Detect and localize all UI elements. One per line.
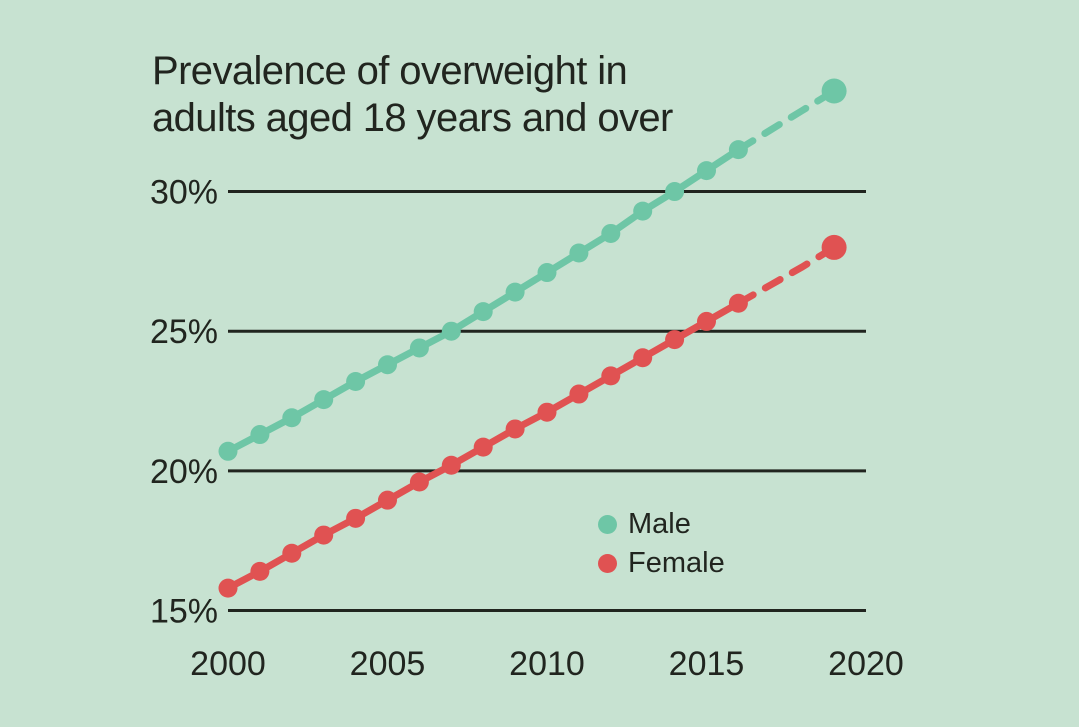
data-point-male	[665, 182, 685, 202]
legend-item-female: Female	[598, 544, 725, 583]
series-line-male	[224, 146, 742, 455]
data-point-male	[250, 425, 270, 445]
series-projection-line-female	[734, 243, 838, 307]
y-axis-tick-label: 20%	[150, 453, 218, 491]
data-point-female	[601, 366, 621, 386]
data-point-female	[282, 543, 302, 563]
data-point-male	[409, 338, 429, 358]
data-point-female	[378, 490, 397, 510]
data-point-female	[728, 293, 748, 313]
data-point-male	[537, 263, 557, 283]
series-projection-line-male	[734, 87, 838, 154]
end-data-point-male	[821, 78, 847, 104]
data-point-female	[441, 455, 461, 475]
data-point-male	[218, 441, 238, 461]
data-point-female	[505, 419, 525, 439]
data-point-female	[569, 384, 589, 404]
data-point-male	[697, 161, 716, 181]
data-point-male	[569, 243, 589, 263]
data-point-female	[697, 311, 716, 331]
x-axis-tick-label: 2005	[350, 645, 426, 683]
data-point-male	[633, 201, 653, 221]
y-axis-tick-label: 15%	[150, 593, 218, 631]
data-point-male	[314, 390, 334, 410]
y-axis-tick-label: 25%	[150, 313, 218, 351]
page-title: Prevalence of overweight in adults aged …	[152, 48, 673, 142]
legend-label: Male	[628, 508, 691, 540]
end-data-point-female	[821, 234, 847, 260]
data-point-female	[473, 437, 493, 457]
data-point-male	[728, 140, 748, 160]
data-point-female	[409, 472, 429, 492]
data-point-female	[665, 330, 685, 350]
data-point-male	[282, 408, 302, 428]
x-axis-tick-label: 2015	[669, 645, 745, 683]
page-title-line-2: adults aged 18 years and over	[152, 96, 673, 140]
data-point-female	[250, 561, 270, 581]
legend-item-male: Male	[598, 505, 725, 544]
x-axis-tick-label: 2010	[509, 645, 585, 683]
legend-dot-icon	[598, 554, 617, 573]
data-point-female	[218, 578, 238, 598]
data-point-male	[601, 223, 621, 243]
data-point-male	[473, 302, 493, 322]
data-point-male	[505, 282, 525, 302]
chart-legend: Male Female	[598, 505, 725, 583]
x-axis-tick-label: 2020	[828, 645, 904, 683]
y-axis-tick-label: 30%	[150, 174, 218, 212]
x-axis-tick-label: 2000	[190, 645, 266, 683]
data-point-female	[537, 402, 557, 422]
data-point-female	[633, 348, 653, 368]
page-title-line-1: Prevalence of overweight in	[152, 49, 628, 93]
data-point-male	[346, 371, 366, 391]
legend-label: Female	[628, 547, 725, 579]
data-point-female	[346, 508, 366, 528]
data-point-male	[441, 321, 461, 341]
data-point-female	[314, 525, 334, 545]
legend-dot-icon	[598, 515, 617, 534]
data-point-male	[378, 355, 397, 375]
